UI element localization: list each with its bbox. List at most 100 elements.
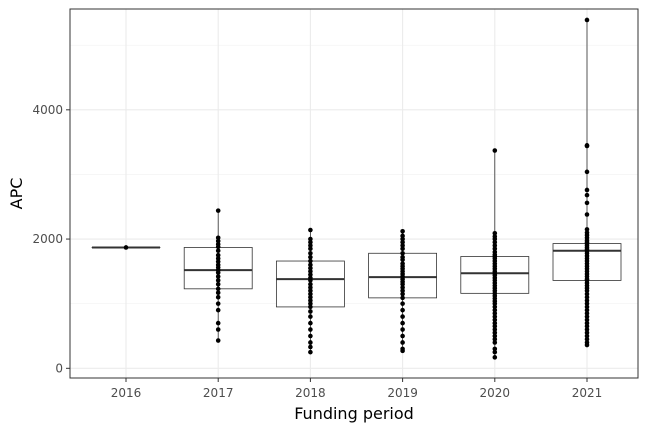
data-point — [215, 281, 221, 287]
data-point — [308, 327, 313, 332]
data-point — [492, 148, 498, 153]
data-point — [584, 314, 590, 319]
data-point — [215, 320, 221, 326]
data-point — [584, 311, 590, 316]
data-point — [308, 304, 313, 310]
data-point — [400, 301, 405, 306]
data-point — [584, 169, 590, 175]
data-point — [308, 278, 313, 283]
data-point — [215, 259, 221, 264]
data-point — [492, 324, 498, 329]
data-point — [492, 327, 498, 332]
data-point — [584, 227, 590, 232]
data-point — [584, 324, 590, 329]
data-point — [492, 311, 498, 316]
data-point — [492, 333, 498, 339]
data-point — [400, 236, 405, 242]
data-point — [308, 285, 313, 290]
data-point — [308, 294, 313, 300]
data-point — [308, 349, 313, 355]
data-point — [492, 340, 498, 345]
data-point — [308, 265, 313, 271]
data-point — [308, 344, 313, 350]
x-tick-label: 2016 — [111, 386, 142, 400]
data-point — [492, 349, 498, 355]
x-tick-label: 2018 — [295, 386, 326, 400]
data-point — [400, 340, 405, 345]
data-point — [215, 290, 221, 295]
data-point — [492, 320, 498, 326]
data-point — [492, 243, 498, 248]
data-point — [584, 291, 590, 297]
y-tick-label: 0 — [55, 361, 63, 375]
data-point — [400, 243, 405, 248]
data-point — [492, 317, 498, 323]
boxes — [91, 19, 622, 358]
data-point — [584, 342, 590, 348]
data-point — [308, 258, 313, 264]
data-point — [492, 246, 498, 252]
x-tick-label: 2020 — [480, 386, 511, 400]
data-point — [308, 269, 313, 274]
data-point — [492, 301, 498, 306]
data-point — [584, 327, 590, 332]
data-point — [400, 307, 405, 313]
data-point — [584, 294, 590, 300]
data-point — [215, 327, 221, 332]
data-point — [584, 187, 590, 193]
x-tick-label: 2019 — [387, 386, 418, 400]
data-point — [308, 333, 313, 339]
data-point — [492, 336, 498, 342]
data-point — [584, 298, 590, 303]
y-tick-label: 2000 — [32, 232, 63, 246]
data-point — [400, 250, 405, 256]
data-point — [400, 314, 405, 319]
y-axis-title: APC — [7, 178, 26, 210]
data-point — [308, 291, 313, 297]
data-point — [400, 327, 405, 332]
data-point — [584, 17, 590, 23]
data-point — [215, 252, 221, 258]
data-point — [215, 270, 221, 275]
data-point — [400, 233, 405, 239]
data-point — [308, 309, 313, 314]
data-point — [584, 307, 590, 313]
data-point — [308, 340, 313, 345]
plot-panel-border — [69, 8, 639, 379]
data-point — [400, 229, 405, 234]
data-point — [215, 338, 221, 343]
data-point — [492, 236, 498, 242]
data-point — [123, 245, 129, 250]
data-point — [215, 294, 221, 300]
points — [123, 17, 590, 360]
data-point — [308, 250, 313, 256]
data-point — [492, 314, 498, 319]
data-point — [215, 208, 221, 213]
x-tick-label: 2017 — [203, 386, 234, 400]
x-tick-label: 2021 — [572, 386, 603, 400]
data-point — [215, 301, 221, 306]
y-tick-label: 4000 — [32, 103, 63, 117]
data-point — [400, 288, 405, 294]
data-point — [400, 333, 405, 339]
data-point — [308, 301, 313, 306]
data-point — [400, 285, 405, 290]
data-point — [308, 254, 313, 260]
data-point — [492, 346, 498, 352]
data-point — [308, 272, 313, 277]
data-point — [308, 262, 313, 268]
data-point — [584, 317, 590, 323]
data-point — [215, 274, 221, 279]
data-point — [584, 336, 590, 342]
data-point — [400, 257, 405, 263]
x-axis-title: Funding period — [294, 404, 414, 423]
data-point — [308, 243, 313, 248]
data-point — [308, 239, 313, 245]
data-point — [584, 200, 590, 206]
data-point — [492, 304, 498, 310]
data-point — [215, 235, 221, 241]
data-point — [492, 307, 498, 313]
data-point — [400, 348, 405, 354]
data-point — [584, 212, 590, 217]
plot-background — [70, 9, 638, 378]
